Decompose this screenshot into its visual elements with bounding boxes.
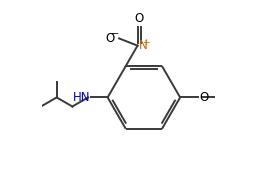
Text: O: O xyxy=(135,12,144,25)
Text: N: N xyxy=(138,39,147,52)
Text: −: − xyxy=(111,29,119,39)
Text: HN: HN xyxy=(73,91,90,104)
Text: O: O xyxy=(199,91,208,104)
Text: O: O xyxy=(106,32,115,45)
Text: +: + xyxy=(142,38,149,47)
